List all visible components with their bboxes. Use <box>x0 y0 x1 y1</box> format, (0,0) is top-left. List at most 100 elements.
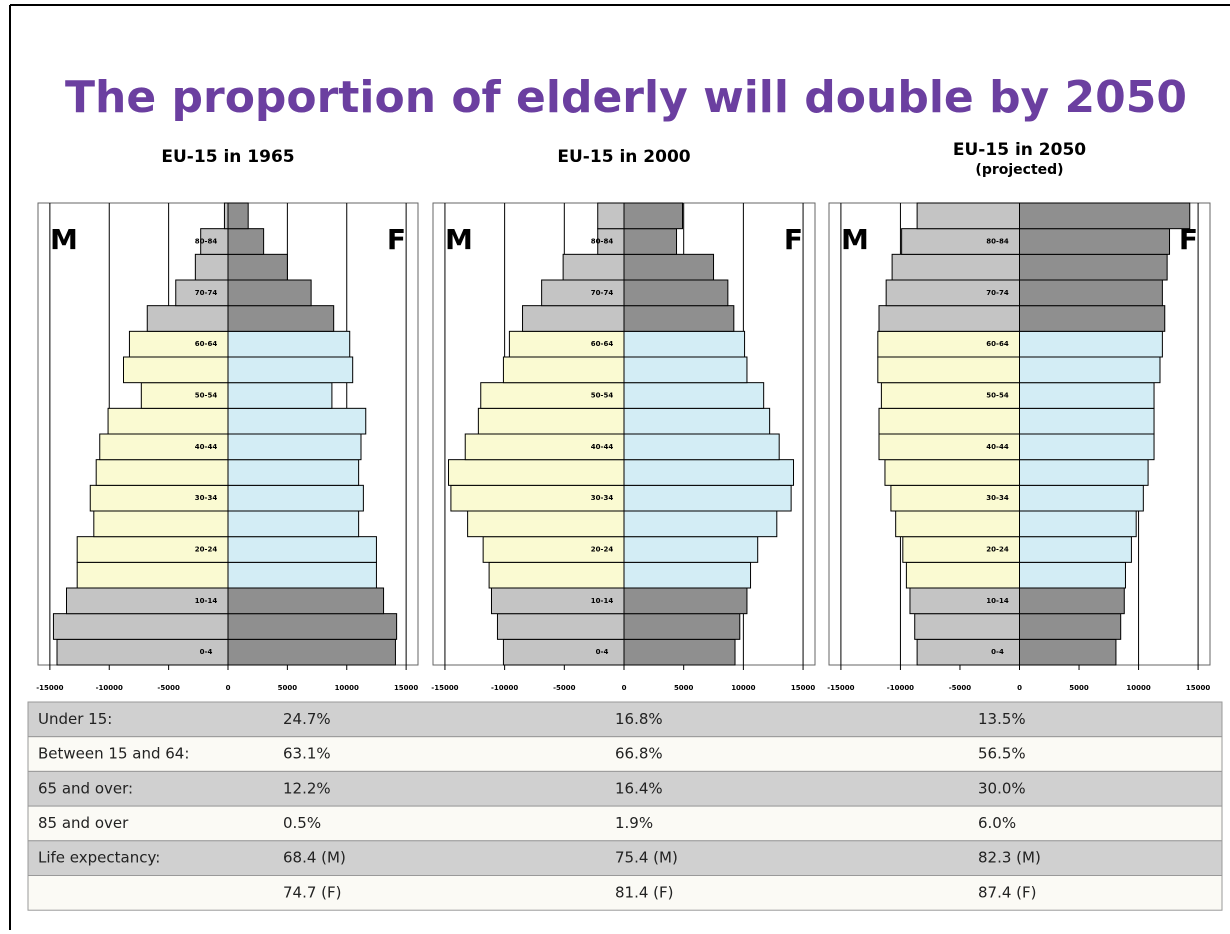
table-row <box>27 770 1223 807</box>
bar <box>194 253 229 281</box>
table-cell: 63.1% <box>283 745 331 763</box>
table-cell: Between 15 and 64: <box>38 745 189 763</box>
bar <box>1019 587 1125 615</box>
bar <box>227 561 377 589</box>
bar <box>1019 561 1126 589</box>
bar <box>227 330 351 358</box>
x-tick-label: 15000 <box>1186 684 1210 692</box>
age-label: 20-24 <box>195 546 218 554</box>
x-tick-label: -5000 <box>157 684 180 692</box>
table-cell: 24.7% <box>283 710 331 728</box>
age-label: 0-4 <box>596 648 609 656</box>
x-tick-label: -15000 <box>827 684 854 692</box>
bar <box>123 356 229 384</box>
bar <box>227 613 398 640</box>
bar <box>623 536 759 563</box>
age-label: 80-84 <box>591 238 614 246</box>
bar <box>227 253 288 281</box>
age-label: 20-24 <box>591 546 614 554</box>
bar <box>227 202 249 230</box>
bar <box>522 305 625 332</box>
legend-male: M <box>50 223 78 256</box>
table-cell: Under 15: <box>38 710 112 728</box>
bar <box>488 561 625 589</box>
x-tick-label: -10000 <box>887 684 914 692</box>
x-tick-label: 5000 <box>1069 684 1089 692</box>
age-label: 70-74 <box>986 289 1009 297</box>
age-label: 40-44 <box>591 443 614 451</box>
bar <box>623 587 748 615</box>
bar <box>227 356 354 384</box>
age-label: 40-44 <box>986 443 1009 451</box>
bar <box>597 202 625 230</box>
bar <box>877 330 1020 358</box>
age-label: 80-84 <box>195 238 218 246</box>
bar <box>223 202 229 230</box>
bar <box>895 510 1020 538</box>
bar <box>146 305 229 332</box>
age-label: 70-74 <box>195 289 218 297</box>
bar <box>623 382 765 409</box>
bar <box>1019 484 1144 512</box>
bar <box>227 587 385 615</box>
bar <box>623 407 771 435</box>
x-tick-label: -15000 <box>36 684 63 692</box>
bar <box>1019 202 1191 230</box>
bar <box>905 561 1020 589</box>
table-cell: 16.8% <box>615 710 663 728</box>
bar <box>623 279 729 307</box>
age-label: 10-14 <box>591 597 614 605</box>
age-label: 10-14 <box>195 597 218 605</box>
bar <box>227 484 364 512</box>
table-cell: 87.4 (F) <box>978 883 1037 901</box>
table-cell: 0.5% <box>283 814 321 832</box>
bar <box>227 536 377 563</box>
bar <box>623 433 780 461</box>
bar <box>1019 536 1132 563</box>
bar <box>1019 253 1168 281</box>
age-label: 50-54 <box>986 392 1009 400</box>
bar <box>878 407 1020 435</box>
legend-male: M <box>841 223 869 256</box>
bar <box>623 356 748 384</box>
bar <box>99 433 229 461</box>
x-tick-label: -10000 <box>96 684 123 692</box>
bar <box>76 561 229 589</box>
bar <box>1019 305 1166 332</box>
bar <box>227 228 265 255</box>
table-cell: 66.8% <box>615 745 663 763</box>
bar <box>227 433 362 461</box>
legend-male: M <box>445 223 473 256</box>
bar <box>1019 510 1137 538</box>
bar <box>502 638 625 666</box>
bar <box>450 484 625 512</box>
bar <box>878 433 1020 461</box>
table-cell: 85 and over <box>38 814 129 832</box>
bar <box>227 407 367 435</box>
x-tick-label: 15000 <box>394 684 418 692</box>
bar <box>877 356 1020 384</box>
bar <box>623 330 746 358</box>
bar <box>916 638 1021 666</box>
bar <box>623 459 795 486</box>
table-row <box>27 875 1223 911</box>
age-label: 70-74 <box>591 289 614 297</box>
bar <box>623 202 683 230</box>
table-cell: Life expectancy: <box>38 849 160 867</box>
bar <box>95 459 229 486</box>
bar <box>496 613 625 640</box>
chart-title: EU-15 in 1965 <box>161 147 294 167</box>
bar <box>477 407 625 435</box>
bar <box>1019 459 1149 486</box>
table-cell: 16.4% <box>615 779 663 797</box>
bar <box>89 484 229 512</box>
bar <box>1019 433 1155 461</box>
age-label: 30-34 <box>986 494 1009 502</box>
x-tick-label: 10000 <box>731 684 755 692</box>
bar <box>502 356 625 384</box>
table-cell: 1.9% <box>615 814 653 832</box>
table-cell: 82.3 (M) <box>978 849 1041 867</box>
bar <box>1019 279 1163 307</box>
table-cell: 81.4 (F) <box>615 883 674 901</box>
